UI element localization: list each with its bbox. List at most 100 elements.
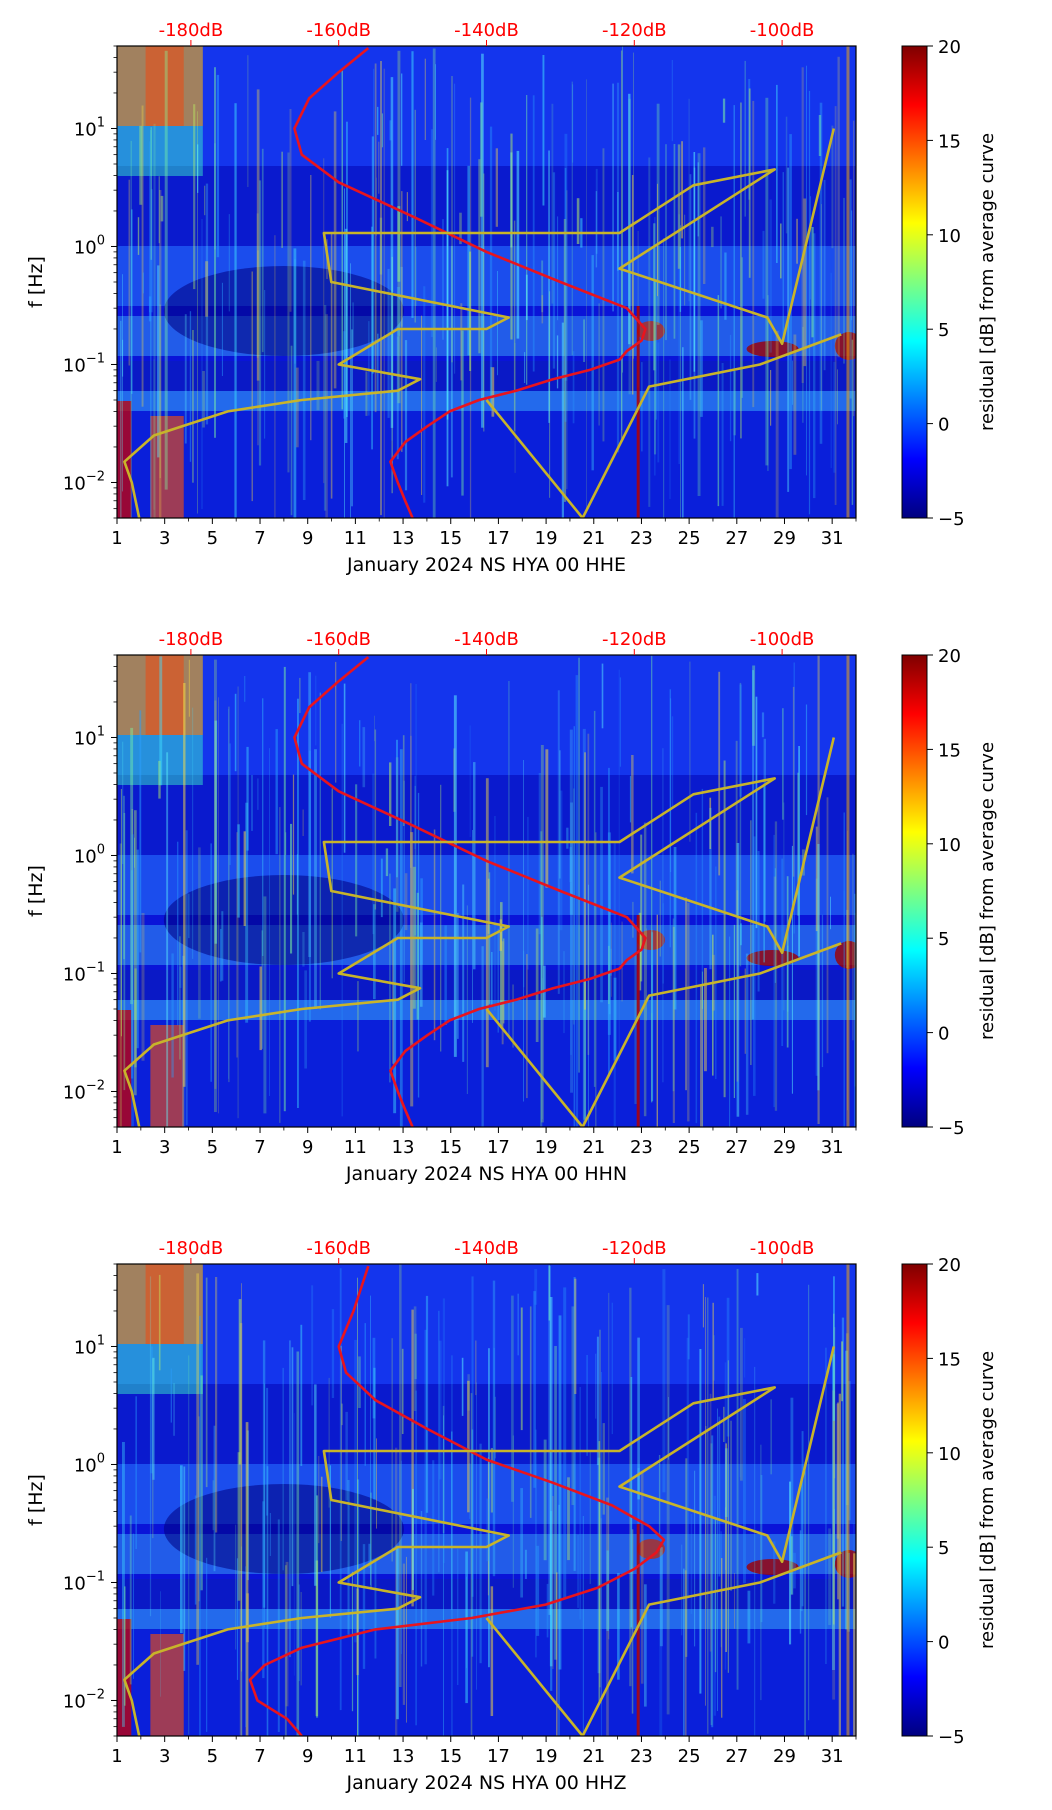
x-tick-label: 31 — [821, 1137, 844, 1158]
y-axis-label: f [Hz] — [25, 1474, 47, 1526]
x-tick-label: 13 — [392, 1137, 415, 1158]
colorbar-tick-label: 10 — [938, 835, 961, 856]
x-tick-label: 27 — [725, 528, 748, 549]
x-tick-label: 31 — [821, 1746, 844, 1767]
y-tick-label: 10−1 — [63, 351, 105, 376]
y-tick-label: 101 — [74, 1333, 105, 1358]
heatmap-image — [117, 1264, 856, 1736]
x-tick-label: 1 — [111, 1137, 122, 1158]
colorbar-gradient — [901, 1263, 928, 1737]
y-tick-label: 10−1 — [63, 960, 105, 985]
top-db-tick-label: -160dB — [306, 1238, 371, 1259]
colorbar-tick-label: 0 — [938, 1024, 949, 1045]
colorbar-tick-label: 15 — [938, 131, 961, 152]
x-tick-label: 11 — [344, 1137, 367, 1158]
colorbar-tick-label: 0 — [938, 1633, 949, 1654]
psd-curve — [293, 656, 647, 1127]
x-axis-label: January 2024 NS HYA 00 HHN — [345, 1163, 627, 1185]
y-tick-label: 100 — [74, 1451, 105, 1476]
noise-model-curve — [123, 128, 836, 518]
top-db-tick-label: -180dB — [159, 629, 224, 650]
y-tick-label: 10−2 — [63, 1687, 105, 1712]
colorbar-tick-label: 20 — [938, 646, 961, 667]
y-tick-label: 101 — [74, 724, 105, 749]
x-tick-label: 19 — [535, 1746, 558, 1767]
x-tick-label: 9 — [302, 1746, 313, 1767]
top-db-tick-label: -100dB — [750, 20, 815, 41]
x-tick-label: 21 — [582, 528, 605, 549]
x-tick-label: 3 — [159, 1137, 170, 1158]
x-tick-label: 13 — [392, 1746, 415, 1767]
y-tick-label: 100 — [74, 842, 105, 867]
top-db-tick-label: -160dB — [306, 629, 371, 650]
noise-model-curve — [485, 333, 842, 518]
x-tick-label: 9 — [302, 1137, 313, 1158]
x-tick-label: 7 — [254, 1137, 265, 1158]
x-tick-label: 25 — [678, 1137, 701, 1158]
top-db-tick-label: -140dB — [454, 629, 519, 650]
colorbar-tick-label: 20 — [938, 1255, 961, 1276]
noise-model-curve — [485, 942, 842, 1127]
x-tick-label: 7 — [254, 528, 265, 549]
top-db-tick-label: -120dB — [602, 20, 667, 41]
top-db-tick-label: -180dB — [159, 20, 224, 41]
y-tick-label: 101 — [74, 115, 105, 140]
x-tick-label: 19 — [535, 528, 558, 549]
x-tick-label: 17 — [487, 1746, 510, 1767]
x-tick-label: 29 — [773, 1137, 796, 1158]
x-tick-label: 23 — [630, 1137, 653, 1158]
x-tick-label: 11 — [344, 1746, 367, 1767]
colorbar-tick-label: 5 — [938, 1538, 949, 1559]
colorbar-gradient — [901, 45, 928, 519]
y-axis-label: f [Hz] — [25, 256, 47, 308]
x-tick-label: 21 — [582, 1137, 605, 1158]
x-tick-label: 5 — [207, 1746, 218, 1767]
colorbar-gradient — [901, 654, 928, 1128]
x-tick-label: 27 — [725, 1746, 748, 1767]
top-db-tick-label: -120dB — [602, 629, 667, 650]
x-tick-label: 27 — [725, 1137, 748, 1158]
colorbar-tick-label: 15 — [938, 1349, 961, 1370]
noise-model-curve — [123, 737, 836, 1127]
top-db-tick-label: -100dB — [750, 1238, 815, 1259]
y-tick-label: 10−2 — [63, 1078, 105, 1103]
x-tick-label: 5 — [207, 528, 218, 549]
x-tick-label: 23 — [630, 1746, 653, 1767]
colorbar: 20 15 10 5 0 −5 residual [dB] from average cur… — [901, 646, 998, 1139]
x-axis-label: January 2024 NS HYA 00 HHZ — [345, 1772, 626, 1794]
top-db-tick-label: -160dB — [306, 20, 371, 41]
colorbar: 20 15 10 5 0 −5 residual [dB] from average cur… — [901, 37, 998, 530]
x-tick-label: 15 — [439, 1137, 462, 1158]
x-tick-label: 1 — [111, 528, 122, 549]
heatmap-image — [117, 46, 856, 518]
x-tick-label: 5 — [207, 1137, 218, 1158]
colorbar-tick-label: 15 — [938, 740, 961, 761]
x-tick-label: 3 — [159, 528, 170, 549]
psd-curve — [248, 1265, 666, 1736]
top-db-tick-label: -100dB — [750, 629, 815, 650]
heatmap-image — [117, 655, 856, 1127]
colorbar-label: residual [dB] from average curve — [977, 133, 998, 431]
x-tick-label: 1 — [111, 1746, 122, 1767]
noise-model-curve — [485, 1551, 842, 1736]
colorbar-tick-label: 10 — [938, 226, 961, 247]
x-tick-label: 15 — [439, 1746, 462, 1767]
colorbar-tick-label: 5 — [938, 320, 949, 341]
x-tick-label: 9 — [302, 528, 313, 549]
x-tick-label: 19 — [535, 1137, 558, 1158]
colorbar: 20 15 10 5 0 −5 residual [dB] from average cur… — [901, 1255, 998, 1748]
top-db-tick-label: -140dB — [454, 20, 519, 41]
colorbar-tick-label: 0 — [938, 415, 949, 436]
y-tick-label: 10−1 — [63, 1569, 105, 1594]
top-db-tick-label: -180dB — [159, 1238, 224, 1259]
colorbar-tick-label: 10 — [938, 1444, 961, 1465]
top-db-tick-label: -120dB — [602, 1238, 667, 1259]
x-tick-label: 25 — [678, 528, 701, 549]
x-tick-label: 29 — [773, 1746, 796, 1767]
x-tick-label: 7 — [254, 1746, 265, 1767]
top-db-tick-label: -140dB — [454, 1238, 519, 1259]
